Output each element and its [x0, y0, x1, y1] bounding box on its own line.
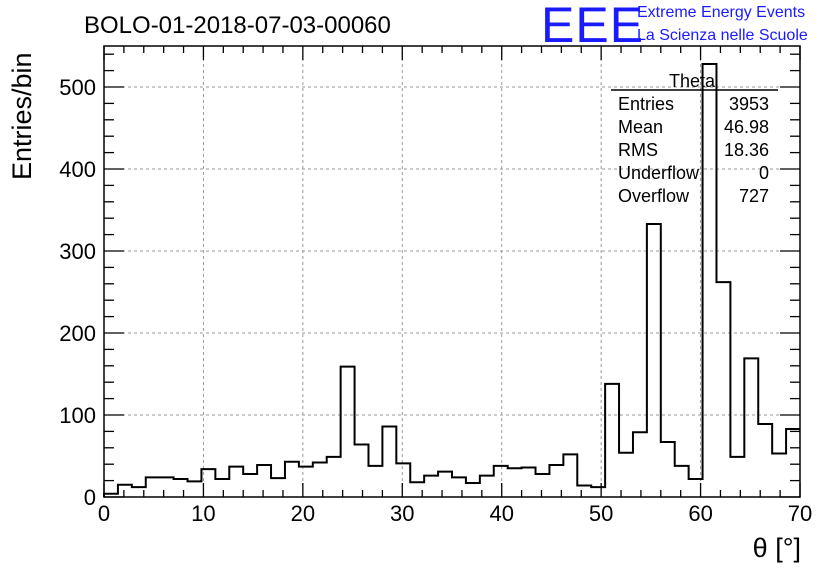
ticks: 0 10 20 30 40 50 60 70 0 100 200 300 400 500 [59, 46, 812, 526]
histogram-bin [647, 224, 661, 497]
logo-mark: EEE [541, 0, 644, 53]
histogram-bin [772, 454, 786, 497]
histogram-bin [661, 442, 675, 497]
histogram-bin [396, 463, 410, 497]
histogram-bin [577, 486, 591, 497]
stats-label: Entries [618, 94, 674, 114]
y-tick-label: 100 [59, 403, 96, 428]
histogram-bin [229, 467, 243, 497]
y-axis-title: Entries/bin [7, 52, 37, 180]
histogram-bin [341, 367, 355, 497]
x-tick-label: 20 [291, 501, 315, 526]
histogram-bin [605, 384, 619, 497]
x-tick-label: 0 [98, 501, 110, 526]
histogram-bin [313, 463, 327, 497]
stats-value: 0 [759, 163, 769, 183]
histogram-bin [382, 426, 396, 497]
histogram-bin [536, 474, 550, 497]
histogram-bin [299, 467, 313, 497]
histogram-bin [174, 479, 188, 497]
histogram-bars [103, 63, 800, 497]
histogram-bin [591, 487, 605, 497]
histogram-bin [494, 466, 508, 497]
histogram-bin [675, 466, 689, 497]
x-tick-label: 50 [589, 501, 613, 526]
y-tick-label: 300 [59, 239, 96, 264]
x-tick-label: 70 [788, 501, 812, 526]
stats-label: Overflow [618, 186, 690, 206]
x-axis-title: θ [°] [753, 533, 801, 563]
stats-value: 18.36 [724, 140, 769, 160]
histogram-bin [744, 358, 758, 497]
histogram-bin [786, 429, 800, 497]
histogram-bin [452, 477, 466, 497]
y-tick-label: 200 [59, 321, 96, 346]
y-tick-label: 0 [84, 485, 96, 510]
histogram-bin [188, 481, 202, 497]
x-tick-label: 10 [191, 501, 215, 526]
stats-label: RMS [618, 140, 658, 160]
histogram-bin [633, 432, 647, 497]
histogram-bin [327, 457, 341, 497]
logo-line-2: La Scienza nelle Scuole [637, 27, 808, 44]
eee-logo: EEE Extreme Energy Events La Scienza nel… [541, 0, 808, 53]
histogram-bin [466, 483, 480, 497]
stats-value: 46.98 [724, 117, 769, 137]
histogram-bin [563, 454, 577, 497]
grid [104, 46, 800, 497]
histogram-bin [257, 465, 271, 497]
stats-value: 3953 [729, 94, 769, 114]
stats-label: Mean [618, 117, 663, 137]
plot-frame [103, 45, 801, 498]
stats-box: Theta Entries 3953 Mean 46.98 RMS 18.36 Underf… [611, 71, 778, 206]
histogram-bin [146, 477, 160, 497]
logo-line-1: Extreme Energy Events [637, 4, 805, 21]
x-tick-label: 30 [390, 501, 414, 526]
histogram-bin [215, 479, 229, 497]
x-tick-label: 40 [489, 501, 513, 526]
histogram-bin [355, 445, 369, 497]
histogram-bin [716, 282, 730, 497]
x-tick-label: 60 [688, 501, 712, 526]
histogram-bin [285, 462, 299, 497]
histogram-bin [118, 485, 132, 497]
histogram-outline [103, 63, 800, 497]
histogram-bin [508, 468, 522, 497]
histogram-bin [160, 477, 174, 497]
histogram-bin [368, 466, 382, 497]
stats-label: Underflow [618, 163, 700, 183]
y-tick-label: 500 [59, 75, 96, 100]
histogram-bin [424, 476, 438, 497]
histogram-bin [758, 424, 772, 497]
stats-value: 727 [739, 186, 769, 206]
histogram-bin [730, 457, 744, 497]
y-tick-label: 400 [59, 157, 96, 182]
axes [103, 45, 801, 498]
histogram-bin [438, 472, 452, 497]
histogram-bin [243, 474, 257, 497]
histogram-bin [703, 64, 717, 497]
chart-title: BOLO-01-2018-07-03-00060 [84, 12, 391, 39]
histogram-bin [522, 467, 536, 497]
stats-title: Theta [669, 71, 716, 91]
